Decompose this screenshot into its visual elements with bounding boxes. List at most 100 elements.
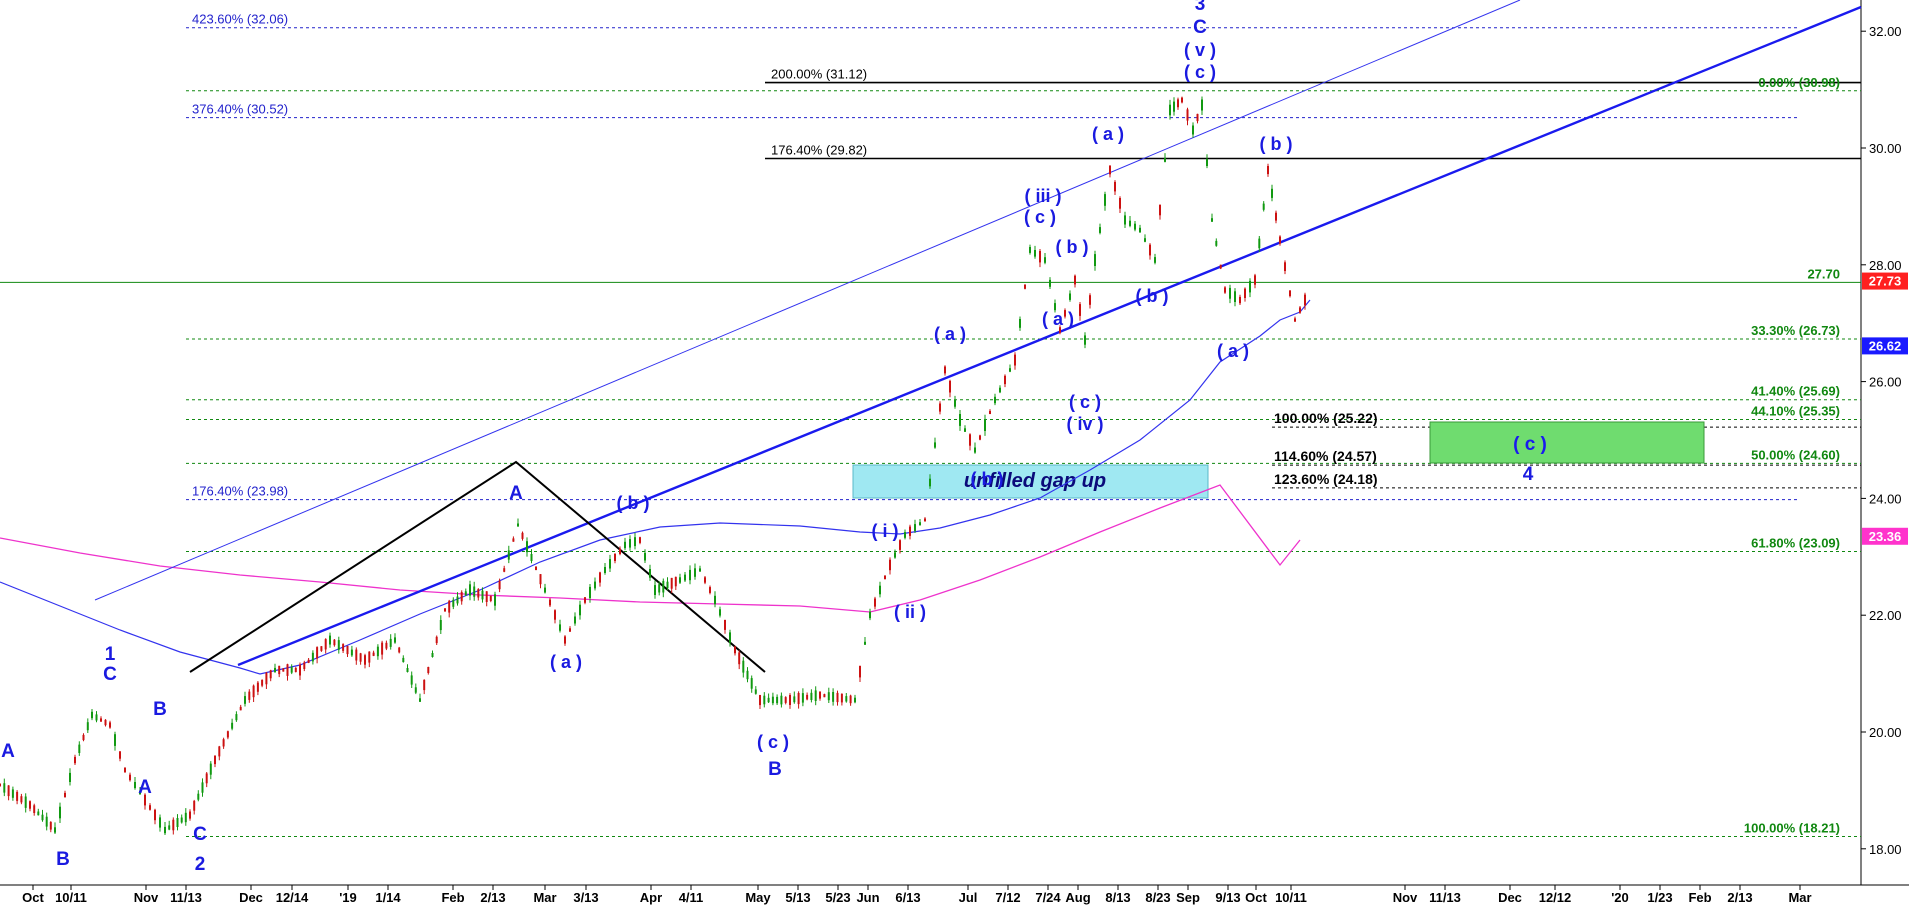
candle-body — [604, 567, 606, 573]
candle-body — [205, 773, 208, 784]
fib-label-0: 423.60% (32.06) — [192, 12, 288, 27]
candle-body — [662, 580, 665, 593]
candle-body — [919, 522, 921, 526]
candle-body — [1219, 264, 1222, 269]
wave-label-25: 3 — [1195, 0, 1206, 15]
candle-body — [836, 692, 839, 703]
wave-label-12: B — [768, 759, 782, 780]
level-labels: 423.60% (32.06) 376.40% (30.52) 176.40% (2… — [192, 12, 1840, 836]
candle-body — [1039, 251, 1041, 263]
y-tick-label-3: 24.00 — [1869, 491, 1902, 506]
candle-body — [359, 653, 362, 662]
candle-body — [904, 532, 906, 538]
candle-body — [376, 646, 379, 657]
candle-body — [658, 584, 661, 593]
candle-body — [410, 675, 413, 685]
candle-body — [1186, 109, 1189, 121]
unfilled-gap-box — [852, 464, 1209, 499]
candle-body — [252, 685, 255, 698]
candle-body — [423, 679, 426, 691]
candle-body — [679, 577, 681, 583]
candle-body — [507, 550, 510, 560]
candle-body — [1134, 223, 1136, 230]
fib-label-5: 100.00% (25.22) — [1274, 410, 1378, 426]
wave-label-0: A — [1, 741, 15, 762]
candle-body — [1099, 227, 1101, 233]
wave-label-2: 1 — [105, 644, 116, 665]
x-tick-label-29: Nov — [1393, 890, 1418, 905]
candle-body — [589, 586, 591, 599]
candle-body — [517, 523, 519, 527]
candle-body — [37, 811, 40, 816]
candle-body — [303, 662, 306, 669]
candle-body — [16, 791, 19, 801]
target-zone-label: ( c ) — [1513, 434, 1547, 455]
candle-body — [1262, 203, 1265, 210]
x-tick-label-7: 1/14 — [375, 890, 401, 905]
candle-body — [435, 636, 438, 644]
candle-body — [763, 695, 766, 705]
moving-average-magenta — [0, 484, 1301, 613]
candle-body — [1089, 295, 1091, 305]
candle-body — [619, 548, 621, 554]
y-tick-label-6: 30.00 — [1869, 141, 1902, 156]
x-tick-label-6: '19 — [339, 890, 357, 905]
candle-body — [460, 592, 463, 602]
wave-label-6: C — [193, 824, 207, 845]
x-tick-label-24: 8/23 — [1145, 890, 1170, 905]
candle-body — [530, 554, 533, 561]
candle-body — [86, 722, 89, 731]
candle-body — [684, 574, 686, 581]
candle-body — [670, 577, 673, 589]
candle-body — [780, 695, 783, 705]
wave-label-20: ( c ) — [1024, 207, 1056, 227]
x-tick-label-15: 5/13 — [785, 890, 810, 905]
candle-body — [704, 577, 706, 583]
candle-body — [346, 645, 349, 655]
wave-label-8: A — [509, 483, 523, 504]
candle-body — [33, 805, 36, 813]
candle-body — [549, 599, 551, 606]
wave-label-13: ( i ) — [872, 521, 899, 541]
candle-body — [1224, 287, 1226, 293]
candle-body — [402, 657, 405, 662]
upper-channel-line — [94, 0, 1521, 601]
x-tick-label-22: Aug — [1065, 890, 1090, 905]
candle-body — [439, 620, 442, 631]
x-tick-label-1: 10/11 — [55, 890, 87, 905]
wave-label-3: C — [103, 664, 117, 685]
candle-body — [579, 604, 581, 616]
x-tick-label-13: 4/11 — [679, 890, 704, 905]
candle-body — [594, 581, 596, 589]
candle-body — [1289, 290, 1291, 297]
candle-body — [840, 693, 843, 703]
candle-body — [1244, 288, 1246, 298]
candle-body — [1104, 194, 1106, 206]
x-tick-label-31: Dec — [1498, 890, 1522, 905]
x-tick-label-21: 7/24 — [1035, 890, 1061, 905]
candle-body — [609, 559, 611, 569]
candle-body — [814, 690, 817, 701]
zones: unfilled gap up ( c ) — [852, 421, 1705, 499]
x-tick-label-3: 11/13 — [170, 890, 202, 905]
candle-body — [477, 589, 480, 598]
candle-body — [1177, 99, 1179, 108]
candle-body — [78, 744, 81, 753]
price-tag-label-1: 26.62 — [1869, 338, 1902, 353]
candle-body — [261, 680, 264, 686]
fib-label-10: 33.30% (26.73) — [1751, 323, 1840, 338]
candle-body — [444, 608, 446, 612]
wave-a-b-c-lines — [189, 460, 766, 673]
candle-body — [431, 653, 434, 657]
candle-body — [485, 591, 488, 602]
candle-body — [874, 598, 876, 607]
wave-label-27: ( v ) — [1184, 40, 1216, 60]
candle-body — [299, 664, 301, 676]
candle-body — [307, 659, 310, 663]
candle-body — [944, 366, 946, 374]
candle-body — [806, 694, 809, 700]
candle-body — [644, 552, 646, 561]
candle-body — [624, 541, 626, 549]
wave-label-18: ( b ) — [1056, 237, 1089, 257]
